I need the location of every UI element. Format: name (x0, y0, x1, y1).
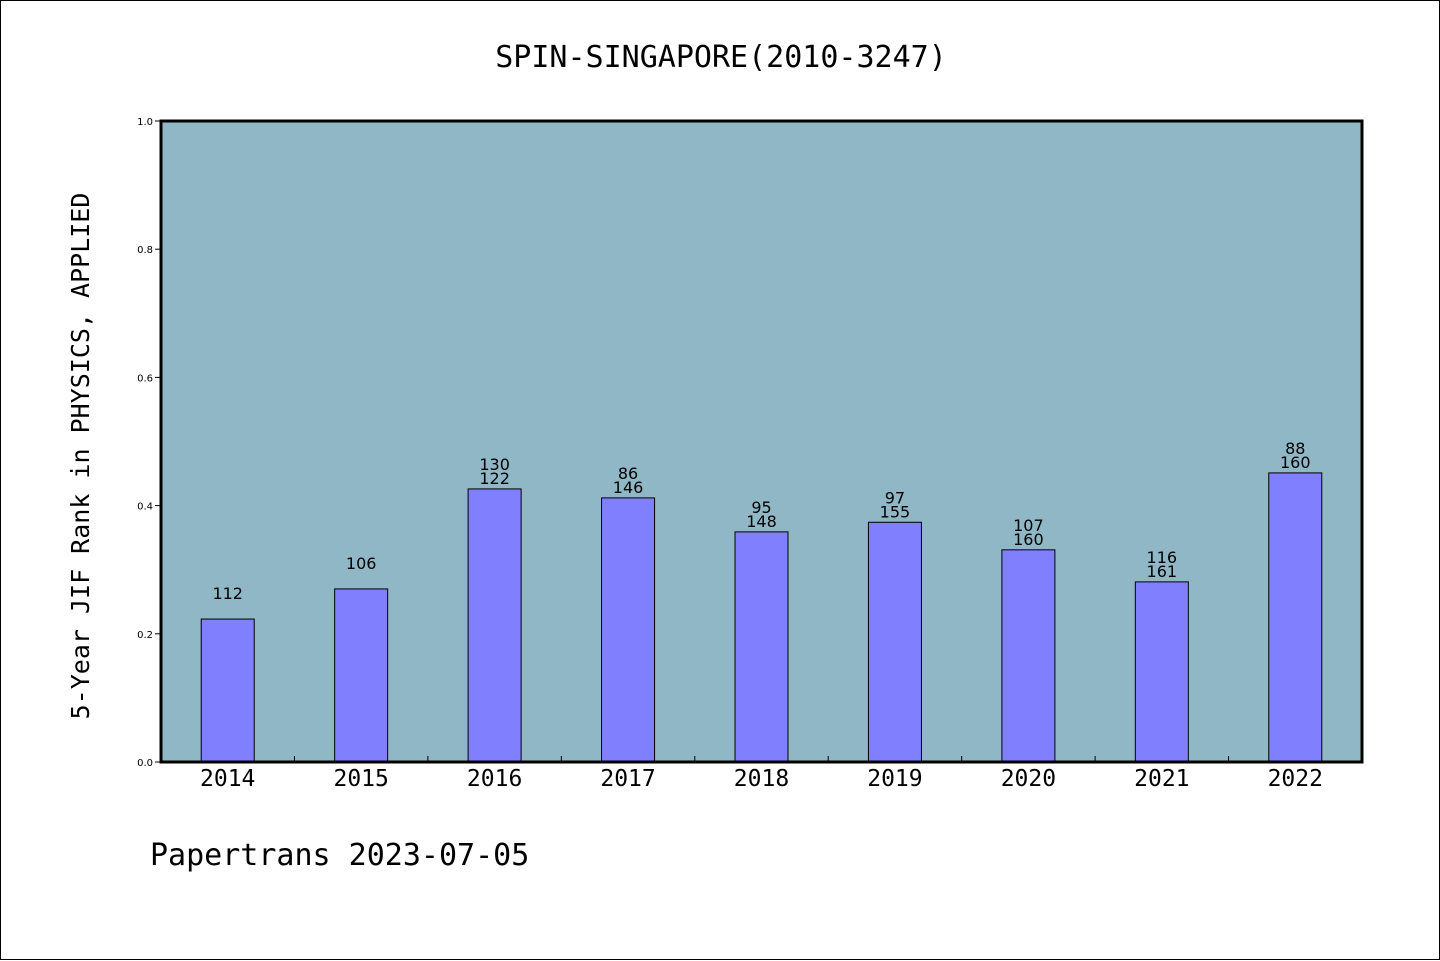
bar-2014 (200, 618, 255, 763)
bar-label-top: 130 (479, 455, 510, 474)
y-tick-label: 0.0 (137, 758, 153, 769)
bar-label-top: 97 (885, 488, 905, 507)
bar-label-bottom: 122 (479, 469, 510, 488)
y-tick-label: 0.6 (137, 373, 153, 384)
bar-label-bottom: 106 (346, 554, 377, 573)
bar-2017 (601, 497, 656, 763)
bar-label-bottom: 112 (212, 584, 243, 603)
bar-label-top: 88 (1285, 439, 1305, 458)
y-tick-label: 1.0 (137, 117, 153, 128)
x-tick-label: 2020 (1001, 766, 1056, 792)
bar-label-bottom: 148 (746, 512, 777, 531)
x-tick-label: 2019 (867, 766, 922, 792)
x-tick-label: 2021 (1134, 766, 1189, 792)
bar-2019 (867, 521, 922, 763)
bar-2021 (1134, 581, 1189, 763)
y-tick-label: 0.2 (137, 630, 153, 641)
x-tick-label: 2014 (200, 766, 255, 792)
bar-2020 (1001, 549, 1056, 763)
bar-label-top: 107 (1013, 516, 1044, 535)
bar-label-top: 95 (751, 498, 771, 517)
x-tick-label: 2022 (1268, 766, 1323, 792)
y-tick-label: 0.4 (137, 502, 153, 513)
bar-label-bottom: 160 (1013, 530, 1044, 549)
bar-label-top: 86 (618, 464, 638, 483)
bar-label-top: 116 (1147, 548, 1178, 567)
chart-title: SPIN-SINGAPORE(2010-3247) (495, 40, 947, 75)
bar-2015 (334, 588, 389, 763)
bar-label-bottom: 161 (1147, 562, 1178, 581)
y-tick-label: 0.8 (137, 245, 153, 256)
x-tick-label: 2018 (734, 766, 789, 792)
x-tick-label: 2015 (333, 766, 388, 792)
bar-label-bottom: 160 (1280, 453, 1311, 472)
bar-2018 (734, 531, 789, 763)
x-tick-label: 2017 (600, 766, 655, 792)
axis-ticks: 2014 2015 2016 2017 2018 2019 2020 2021 2022 0.0 0… (137, 117, 1323, 792)
x-tick-label: 2016 (467, 766, 522, 792)
bar-2022 (1268, 472, 1323, 763)
y-axis-label: 5-Year JIF Rank in PHYSICS, APPLIED (66, 193, 95, 720)
footer-credit: Papertrans 2023-07-05 (150, 838, 529, 873)
bar-label-bottom: 155 (880, 502, 911, 521)
plot-frame (159, 119, 1364, 764)
bar-2016 (467, 488, 522, 763)
bar-label-bottom: 146 (613, 478, 644, 497)
